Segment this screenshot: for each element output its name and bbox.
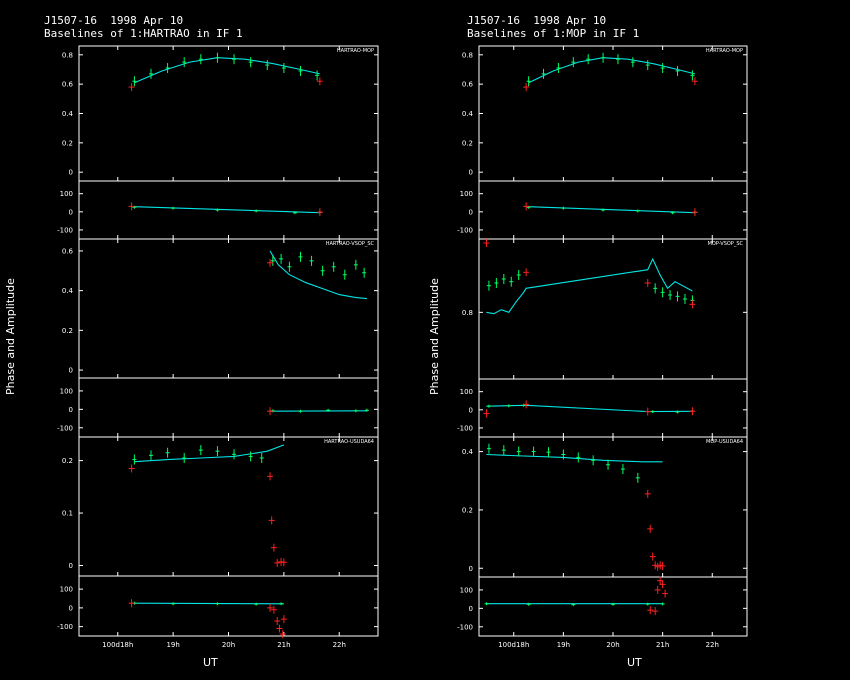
amp-frame-0-0	[78, 45, 379, 182]
chart-title-left: J1507-16 1998 Apr 10	[44, 14, 184, 27]
phase-frame-0-1	[78, 377, 379, 438]
phase-model-line-0-0	[134, 206, 320, 214]
baseline-label-0-1: HARTRAO-VSOP_SC	[326, 241, 375, 247]
phase-ytick-label-0-0-0: -100	[57, 226, 73, 234]
amp-ytick-label-1-0-0: 0	[469, 169, 473, 177]
amp-ytick-label-0-0-3: 0.6	[62, 81, 74, 89]
amp-model-line-0-2	[134, 444, 285, 463]
phase-ytick-label-1-1-1: 0	[469, 406, 473, 414]
phase-ytick-label-0-0-2: 100	[60, 190, 73, 198]
x-axis-label-left: UT	[203, 656, 218, 669]
y-axis-label-left: Phase and Amplitude	[4, 278, 17, 395]
chart-subtitle-left: Baselines of 1:HARTRAO in IF 1	[44, 27, 243, 40]
amp-ytick-label-0-2-2: 0.2	[62, 457, 73, 465]
amp-ytick-label-0-1-0: 0	[69, 367, 73, 375]
amp-ytick-label-1-2-0: 0	[469, 565, 473, 573]
phase-model-line-1-1	[486, 404, 693, 413]
y-axis-label-right: Phase and Amplitude	[428, 278, 441, 395]
amp-ytick-label-0-0-1: 0.2	[62, 139, 73, 147]
xtick-label-1-0: 100d18h	[498, 641, 529, 649]
amp-model-line-1-0	[528, 57, 696, 84]
chart-title-right: J1507-16 1998 Apr 10	[467, 14, 607, 27]
amp-ytick-label-0-2-0: 0	[69, 562, 73, 570]
xtick-label-0-1: 19h	[166, 641, 179, 649]
phase-ytick-label-0-1-1: 0	[69, 406, 73, 414]
phase-ytick-label-1-1-0: -100	[457, 424, 473, 432]
amp-ytick-label-1-0-2: 0.4	[462, 110, 474, 118]
phase-ytick-label-0-2-0: -100	[57, 623, 73, 631]
phase-model-line-0-2	[134, 602, 284, 605]
phase-ytick-label-0-1-0: -100	[57, 424, 73, 432]
amp-ytick-label-0-1-2: 0.4	[62, 287, 74, 295]
phase-frame-0-2	[78, 575, 379, 637]
amp-model-line-1-1	[486, 257, 693, 315]
amp-ytick-label-0-0-2: 0.4	[62, 110, 74, 118]
amp-ytick-label-1-0-1: 0.2	[462, 139, 473, 147]
baseline-label-1-1: MOP-VSOP_SC	[708, 241, 744, 247]
phase-frame-1-1	[478, 378, 748, 438]
phase-ytick-label-0-2-1: 0	[69, 604, 73, 612]
xtick-label-1-1: 19h	[557, 641, 570, 649]
amp-ytick-label-0-0-0: 0	[69, 169, 73, 177]
phase-ytick-label-1-0-1: 0	[469, 208, 473, 216]
phase-ytick-label-1-0-0: -100	[457, 226, 473, 234]
xtick-label-0-2: 20h	[222, 641, 235, 649]
x-axis-label-right: UT	[627, 656, 642, 669]
xtick-label-0-3: 21h	[277, 641, 290, 649]
phase-ytick-label-1-0-2: 100	[460, 190, 473, 198]
baseline-label-1-2: MOP-USUDA64	[706, 439, 743, 445]
amp-frame-0-2	[78, 436, 379, 577]
amp-ytick-label-1-0-4: 0.8	[462, 51, 473, 59]
amp-model-line-0-1	[269, 250, 367, 300]
baseline-label-0-2: HARTRAO-USUDA64	[324, 439, 374, 445]
xtick-label-1-2: 20h	[606, 641, 619, 649]
xtick-label-0-4: 22h	[333, 641, 346, 649]
amp-frame-1-0	[478, 45, 748, 182]
amp-ytick-label-0-0-4: 0.8	[62, 51, 73, 59]
amp-ytick-label-1-2-1: 0.2	[462, 506, 473, 514]
phase-model-line-1-0	[528, 206, 695, 214]
amp-ytick-label-0-1-1: 0.2	[62, 327, 73, 335]
phase-ytick-label-0-2-2: 100	[60, 586, 73, 594]
baseline-label-1-0: HARTRAO-MOP	[706, 48, 743, 54]
amp-ytick-label-0-2-1: 0.1	[62, 510, 73, 518]
amp-frame-1-2	[478, 436, 748, 578]
amp-model-line-1-2	[486, 453, 663, 463]
amp-frame-0-1	[78, 238, 379, 379]
phase-ytick-label-1-2-0: -100	[457, 623, 473, 631]
phase-ytick-label-1-1-2: 100	[460, 388, 473, 396]
amp-ytick-label-1-0-3: 0.6	[462, 81, 474, 89]
phase-ytick-label-1-2-2: 100	[460, 586, 473, 594]
amp-model-line-0-0	[134, 57, 321, 84]
xtick-label-1-4: 22h	[706, 641, 719, 649]
amp-ytick-label-0-1-3: 0.6	[62, 247, 74, 255]
amp-frame-1-1	[478, 238, 748, 380]
amp-ytick-label-1-1-0: 0.8	[462, 309, 473, 317]
baseline-label-0-0: HARTRAO-MOP	[337, 48, 374, 54]
xtick-label-0-0: 100d18h	[102, 641, 133, 649]
phase-ytick-label-0-1-2: 100	[60, 387, 73, 395]
amp-ytick-label-1-2-2: 0.4	[462, 448, 474, 456]
phase-frame-1-2	[478, 576, 748, 637]
phase-ytick-label-1-2-1: 0	[469, 605, 473, 613]
xtick-label-1-3: 21h	[656, 641, 669, 649]
chart-subtitle-right: Baselines of 1:MOP in IF 1	[467, 27, 640, 40]
phase-ytick-label-0-0-1: 0	[69, 208, 73, 216]
